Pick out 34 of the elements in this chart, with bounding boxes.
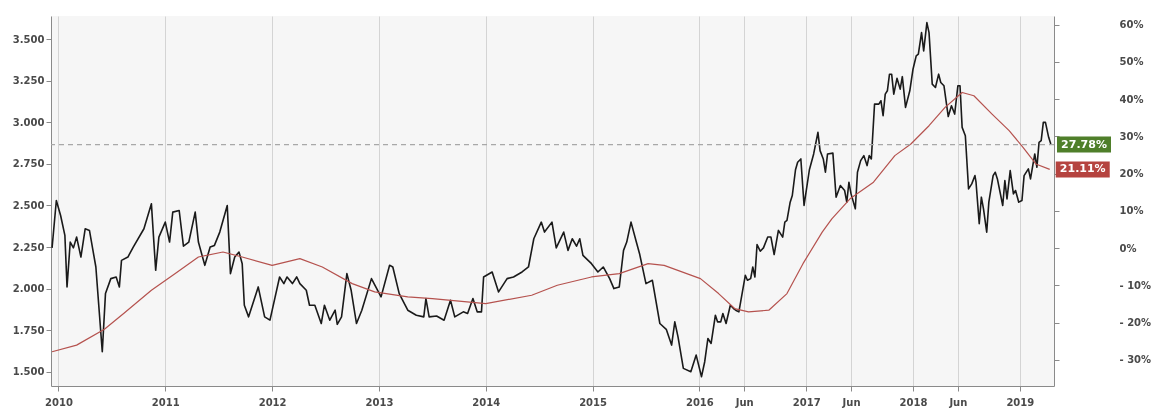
y2-tick-label: 30% bbox=[1119, 130, 1144, 142]
y2-tick-label: 20% bbox=[1119, 168, 1144, 180]
y2-tick-label: 60% bbox=[1119, 19, 1144, 31]
x-tick-label: 2016 bbox=[685, 396, 714, 408]
x-tick-label: 2017 bbox=[792, 396, 821, 408]
y-tick-label: 2.500 bbox=[12, 199, 45, 211]
y-tick-label: 2.750 bbox=[12, 158, 45, 170]
y-tick-label: 3.500 bbox=[12, 33, 45, 45]
x-tick-label: 2015 bbox=[579, 396, 608, 408]
x-tick-label: Jun bbox=[948, 396, 968, 408]
y-tick-label: 2.250 bbox=[12, 241, 45, 253]
y-tick-label: 2.000 bbox=[12, 283, 45, 295]
y-tick-label: 3.000 bbox=[12, 116, 45, 128]
y2-tick-label: - 30% bbox=[1119, 354, 1152, 366]
y-tick-label: 3.250 bbox=[12, 75, 45, 87]
x-tick-label: 2014 bbox=[472, 396, 501, 408]
y2-tick-label: 10% bbox=[1119, 205, 1144, 217]
y2-tick-label: 40% bbox=[1119, 93, 1144, 105]
x-tick-label: 2018 bbox=[899, 396, 928, 408]
x-tick-label: 2010 bbox=[45, 396, 73, 408]
y2-tick-label: - 10% bbox=[1119, 279, 1152, 291]
x-tick-label: Jun bbox=[734, 396, 754, 408]
x-tick-label: 2019 bbox=[1006, 396, 1035, 408]
y-tick-label: 1.750 bbox=[12, 324, 45, 336]
y2-tick-label: 50% bbox=[1119, 56, 1144, 68]
y2-tick-label: 0% bbox=[1119, 242, 1137, 254]
x-tick-label: 2013 bbox=[365, 396, 394, 408]
x-tick-label: 2011 bbox=[151, 396, 180, 408]
annotation: 21.11% bbox=[1059, 162, 1106, 176]
y2-tick-label: - 20% bbox=[1119, 317, 1152, 329]
x-tick-label: Jun bbox=[841, 396, 861, 408]
y-tick-label: 1.500 bbox=[12, 366, 45, 378]
ref-line-label: 27.78% bbox=[1061, 137, 1107, 151]
x-tick-label: 2012 bbox=[258, 396, 287, 408]
